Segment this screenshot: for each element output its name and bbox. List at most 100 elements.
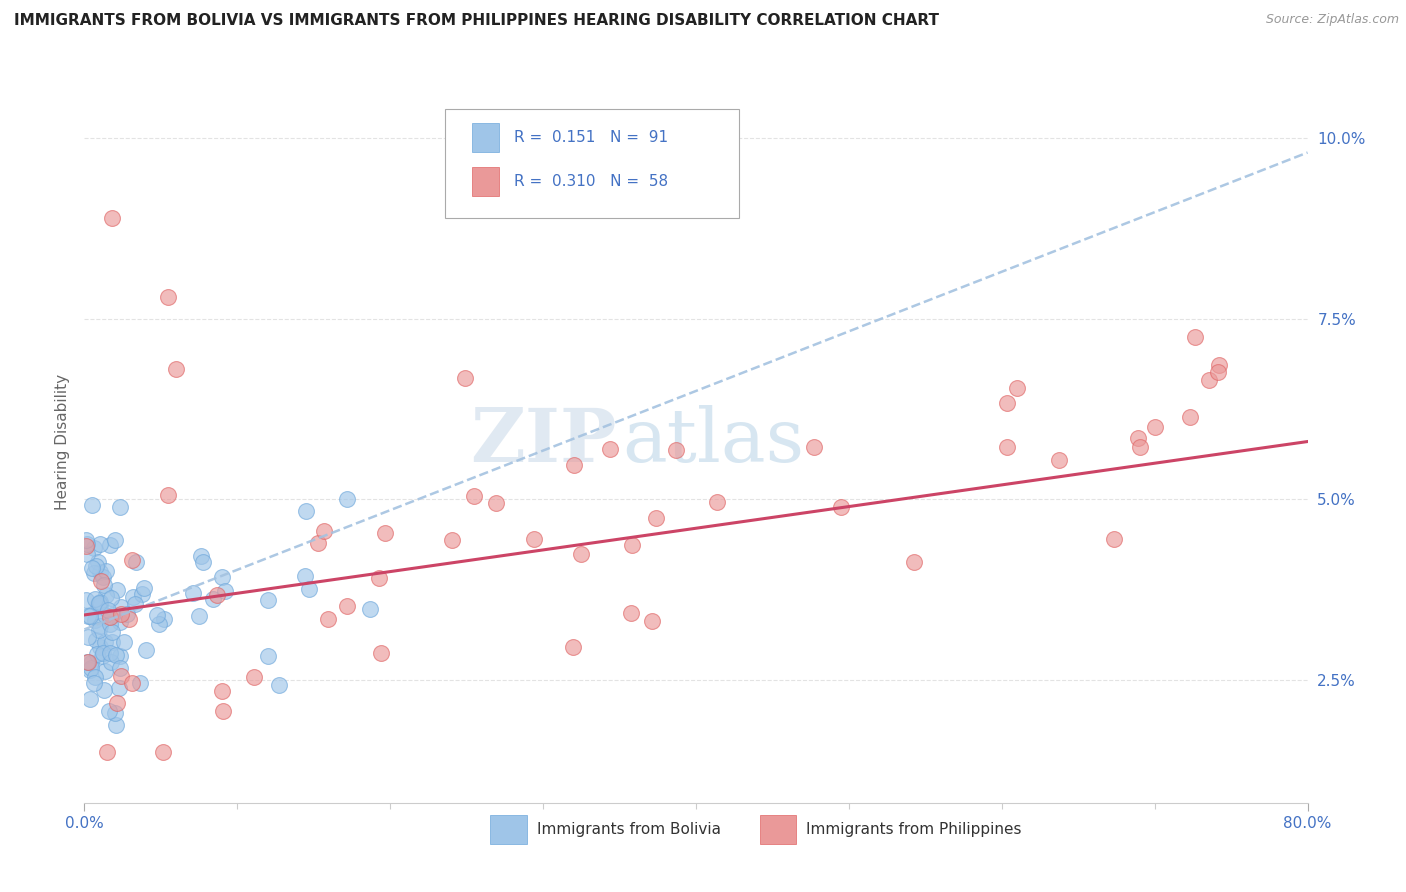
Point <box>76 655 98 669</box>
Point <box>112 635 135 649</box>
Point <box>76 537 98 551</box>
Point <box>79 664 101 678</box>
Point <box>212 704 235 718</box>
Point <box>523 533 546 547</box>
Point <box>1102 532 1125 546</box>
Point <box>257 592 280 607</box>
Point <box>187 609 209 624</box>
Point <box>104 533 127 547</box>
Point <box>645 510 668 524</box>
Point <box>96 745 118 759</box>
Point <box>454 371 477 385</box>
Point <box>94 564 117 578</box>
Point <box>83 566 105 581</box>
Point <box>84 632 107 647</box>
Point <box>370 646 392 660</box>
Point <box>995 440 1018 454</box>
Point <box>211 684 233 698</box>
Point <box>295 504 318 518</box>
Point <box>1198 373 1220 387</box>
Point <box>76 655 98 669</box>
Point <box>307 535 329 549</box>
Text: IMMIGRANTS FROM BOLIVIA VS IMMIGRANTS FROM PHILIPPINES HEARING DISABILITY CORREL: IMMIGRANTS FROM BOLIVIA VS IMMIGRANTS FR… <box>14 13 939 29</box>
Point <box>100 610 122 624</box>
Point <box>80 656 103 670</box>
Point <box>202 592 225 607</box>
Point <box>110 668 132 682</box>
Point <box>93 577 115 591</box>
Point <box>569 547 592 561</box>
Point <box>84 613 107 627</box>
Point <box>89 595 111 609</box>
Point <box>903 555 925 569</box>
Point <box>1184 330 1206 344</box>
Point <box>89 640 111 655</box>
Point <box>1208 358 1230 372</box>
Point <box>152 745 174 759</box>
Point <box>86 647 108 661</box>
Point <box>104 648 127 662</box>
Text: Immigrants from Philippines: Immigrants from Philippines <box>806 822 1022 837</box>
Point <box>100 624 122 639</box>
Point <box>76 609 98 624</box>
Point <box>75 533 97 547</box>
Point <box>89 619 111 633</box>
FancyBboxPatch shape <box>491 815 527 844</box>
Point <box>100 591 122 606</box>
Point <box>641 614 664 628</box>
Point <box>1206 365 1229 379</box>
Point <box>91 570 114 584</box>
FancyBboxPatch shape <box>759 815 796 844</box>
Point <box>84 559 107 574</box>
Point <box>107 696 129 710</box>
Point <box>115 607 138 621</box>
Point <box>359 602 381 616</box>
Point <box>110 648 132 663</box>
Y-axis label: Hearing Disability: Hearing Disability <box>55 374 70 509</box>
Point <box>124 598 146 612</box>
Point <box>87 623 110 637</box>
Point <box>562 458 585 472</box>
Text: atlas: atlas <box>623 405 804 478</box>
Point <box>298 582 321 596</box>
Point <box>131 587 153 601</box>
Point <box>90 574 112 589</box>
Point <box>128 676 150 690</box>
Point <box>97 602 120 616</box>
Point <box>105 717 128 731</box>
Point <box>463 490 485 504</box>
Point <box>108 500 131 514</box>
Point <box>243 670 266 684</box>
Point <box>562 640 585 654</box>
Point <box>267 678 290 692</box>
Point <box>101 607 124 622</box>
Point <box>156 488 179 502</box>
Point <box>148 616 170 631</box>
Point <box>1129 440 1152 454</box>
Point <box>294 569 316 583</box>
Point <box>190 549 212 564</box>
Point <box>205 588 228 602</box>
Point <box>121 553 143 567</box>
Point <box>1128 431 1150 445</box>
Point <box>803 440 825 454</box>
Point <box>87 555 110 569</box>
Point <box>152 612 174 626</box>
Point <box>76 547 98 561</box>
Point <box>256 648 278 663</box>
Point <box>110 607 132 621</box>
Point <box>82 498 104 512</box>
Point <box>93 608 115 623</box>
Point <box>1047 453 1070 467</box>
Point <box>368 571 391 585</box>
Point <box>91 648 114 663</box>
Point <box>104 706 127 720</box>
Point <box>91 646 114 660</box>
Point <box>83 591 105 606</box>
Text: R =  0.151   N =  91: R = 0.151 N = 91 <box>513 130 668 145</box>
Point <box>94 665 117 679</box>
Point <box>100 616 122 631</box>
Point <box>121 590 143 604</box>
Point <box>83 676 105 690</box>
Point <box>191 555 214 569</box>
